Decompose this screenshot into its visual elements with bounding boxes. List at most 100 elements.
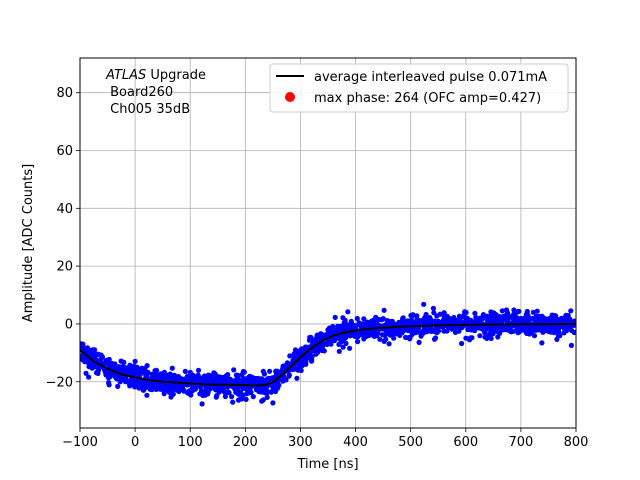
scatter-point	[317, 332, 323, 338]
scatter-point	[136, 370, 142, 377]
scatter-point	[144, 381, 150, 387]
scatter-point	[178, 383, 184, 389]
scatter-point	[418, 333, 424, 339]
scatter-point	[477, 333, 483, 339]
scatter-point	[208, 379, 214, 385]
scatter-point	[309, 358, 315, 364]
scatter-point	[150, 374, 156, 380]
scatter-point	[216, 384, 222, 390]
atlas-annotation: ATLAS Upgrade Board260 Ch005 35dB	[105, 68, 206, 117]
upgrade-label: Upgrade	[146, 68, 206, 83]
scatter-point	[561, 326, 568, 332]
scatter-point	[106, 382, 112, 388]
scatter-point	[518, 318, 525, 324]
scatter-point	[503, 307, 510, 313]
scatter-point	[182, 368, 188, 374]
scatter-point	[225, 389, 231, 395]
scatter-point	[531, 333, 538, 339]
scatter-point	[380, 316, 386, 322]
scatter-point	[144, 392, 150, 398]
scatter-point	[115, 383, 121, 389]
scatter-point	[117, 379, 123, 385]
x-tick-label: 700	[508, 435, 533, 450]
legend-entry-max-phase: max phase: 264 (OFC amp=0.427)	[314, 91, 541, 106]
scatter-point	[199, 401, 205, 407]
plot-frame	[79, 57, 577, 429]
scatter-point	[222, 393, 228, 400]
scatter-point	[546, 328, 552, 335]
y-tick-label: 60	[56, 144, 73, 159]
scatter-point	[459, 340, 465, 347]
scatter-point	[476, 318, 482, 324]
scatter-point	[230, 399, 236, 405]
scatter-point	[349, 324, 355, 330]
legend-entry-average: average interleaved pulse 0.071mA	[314, 70, 547, 85]
x-tick-label: −100	[62, 435, 98, 450]
scatter-point	[264, 390, 270, 396]
scatter-point	[528, 326, 534, 332]
scatter-point	[299, 346, 305, 352]
scatter-point	[233, 389, 239, 395]
scatter-point	[568, 308, 574, 314]
scatter-point	[524, 330, 530, 336]
atlas-label: ATLAS	[105, 68, 146, 83]
scatter-point	[127, 362, 133, 368]
scatter-point	[436, 328, 442, 334]
scatter-point	[431, 310, 437, 316]
scatter-point	[394, 321, 400, 327]
scatter-point	[241, 369, 247, 375]
scatter-point	[252, 376, 258, 382]
scatter-point	[286, 372, 292, 378]
scatter-point	[326, 325, 333, 331]
scatter-point	[397, 332, 403, 338]
legend-marker-swatch	[285, 92, 295, 102]
scatter-point	[434, 313, 440, 319]
scatter-point	[354, 333, 360, 339]
legend-box	[269, 63, 569, 113]
scatter-point	[96, 352, 102, 358]
scatter-point	[144, 372, 150, 379]
scatter-point	[210, 384, 217, 391]
scatter-point	[382, 332, 388, 338]
scatter-point	[290, 366, 296, 372]
scatter-point	[533, 318, 539, 324]
channel-label: Ch005 35dB	[106, 102, 190, 117]
scatter-point	[172, 384, 178, 390]
x-tick-label: 200	[233, 435, 258, 450]
scatter-point	[162, 385, 168, 391]
scatter-point	[464, 316, 470, 322]
y-tick-label: 40	[56, 202, 73, 217]
scatter-point	[377, 336, 383, 342]
scatter-point	[231, 367, 237, 373]
scatter-point	[195, 374, 201, 380]
scatter-point	[348, 318, 354, 324]
scatter-point	[134, 364, 140, 370]
scatter-point	[468, 317, 474, 323]
scatter-point	[309, 353, 315, 359]
scatter-point	[421, 301, 427, 307]
scatter-point	[270, 400, 276, 406]
scatter-point	[488, 318, 495, 324]
board-label: Board260	[106, 85, 173, 100]
scatter-point	[235, 397, 242, 403]
scatter-point	[267, 368, 273, 374]
scatter-point	[388, 321, 394, 327]
scatter-point	[260, 368, 266, 374]
scatter-point	[391, 335, 397, 341]
scatter-point	[149, 381, 155, 387]
scatter-point	[152, 368, 158, 374]
scatter-point	[503, 318, 509, 324]
scatter-point	[541, 315, 547, 321]
scatter-point	[341, 322, 347, 328]
scatter-point	[200, 392, 206, 398]
scatter-point	[422, 318, 428, 324]
scatter-point	[297, 366, 303, 372]
scatter-point	[336, 348, 342, 354]
scatter-point	[166, 389, 173, 395]
scatter-point	[313, 351, 319, 357]
scatter-point	[373, 314, 379, 320]
x-tick-label: 400	[343, 435, 368, 450]
scatter-point	[361, 316, 367, 322]
scatter-point	[315, 344, 321, 350]
